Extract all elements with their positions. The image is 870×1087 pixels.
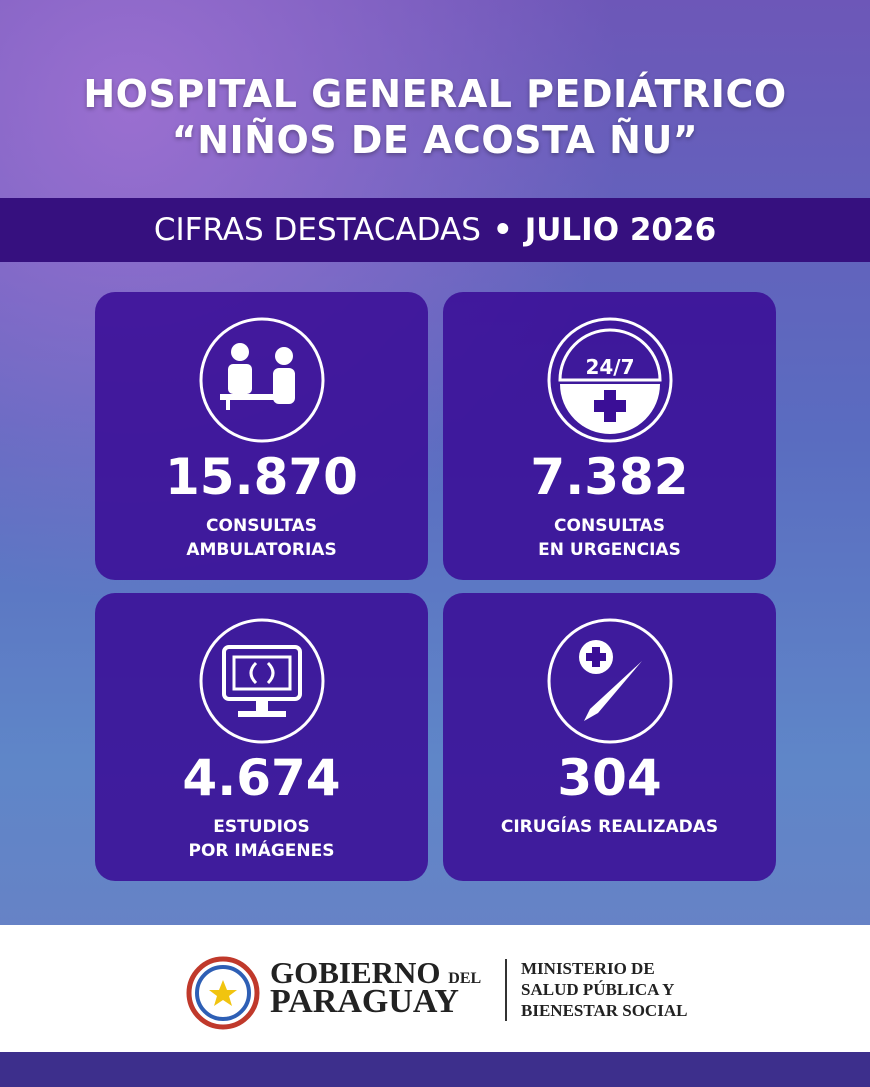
stat-card: 304 CIRUGÍAS REALIZADAS — [443, 593, 776, 881]
ministry: MINISTERIO DE SALUD PÚBLICA Y BIENESTAR … — [521, 958, 687, 1021]
gov-del: DEL — [448, 970, 482, 987]
label-line: CONSULTAS — [206, 516, 317, 536]
stat-value: 7.382 — [530, 448, 689, 506]
stat-label: CONSULTAS EN URGENCIAS — [443, 514, 776, 562]
label-line: ESTUDIOS — [213, 817, 310, 837]
separator: • — [492, 212, 513, 248]
icon: 24/7 — [547, 317, 673, 443]
ministry-line: BIENESTAR SOCIAL — [521, 1001, 688, 1020]
icon-text: 24/7 — [585, 355, 634, 379]
bottom-strip — [0, 1052, 870, 1087]
label-line: CONSULTAS — [554, 516, 665, 536]
icon — [199, 618, 325, 744]
banner-label: CIFRAS DESTACADAS — [153, 212, 481, 248]
icon — [547, 618, 673, 744]
banner-period: JULIO 2026 — [524, 212, 717, 248]
stat-label: ESTUDIOS POR IMÁGENES — [95, 815, 428, 863]
gov-line: PARAGUAY — [270, 983, 459, 1020]
title: HOSPITAL GENERAL PEDIÁTRICO — [83, 72, 787, 116]
ministry-line: SALUD PÚBLICA Y — [521, 980, 675, 999]
icon — [199, 317, 325, 443]
label-line: POR IMÁGENES — [188, 841, 335, 861]
label-line: CIRUGÍAS REALIZADAS — [500, 817, 719, 837]
label-line: EN URGENCIAS — [538, 540, 681, 560]
title: “NIÑOS DE ACOSTA ÑU” — [171, 118, 699, 162]
stat-label: CONSULTAS AMBULATORIAS — [95, 514, 428, 562]
stat-value: 304 — [557, 749, 662, 807]
stat-card: 15.870 CONSULTAS AMBULATORIAS — [95, 292, 428, 580]
divider — [505, 959, 507, 1021]
ministry-line: MINISTERIO DE — [521, 959, 655, 978]
stat-card: 24/7 7.382 CONSULTAS EN URGENCIAS — [443, 292, 776, 580]
stat-label: CIRUGÍAS REALIZADAS — [443, 815, 776, 839]
stat-value: 15.870 — [165, 448, 358, 506]
footer: GOBIERNO DEL PARAGUAY MINISTERIO DE SALU… — [0, 925, 870, 1052]
label-line: AMBULATORIAS — [186, 540, 337, 560]
stat-value: 4.674 — [182, 749, 341, 807]
emblem — [186, 956, 260, 1030]
banner: CIFRAS DESTACADAS • JULIO 2026 — [0, 198, 870, 262]
stat-card: 4.674 ESTUDIOS POR IMÁGENES — [95, 593, 428, 881]
gov-line: GOBIERNO — [270, 955, 441, 990]
